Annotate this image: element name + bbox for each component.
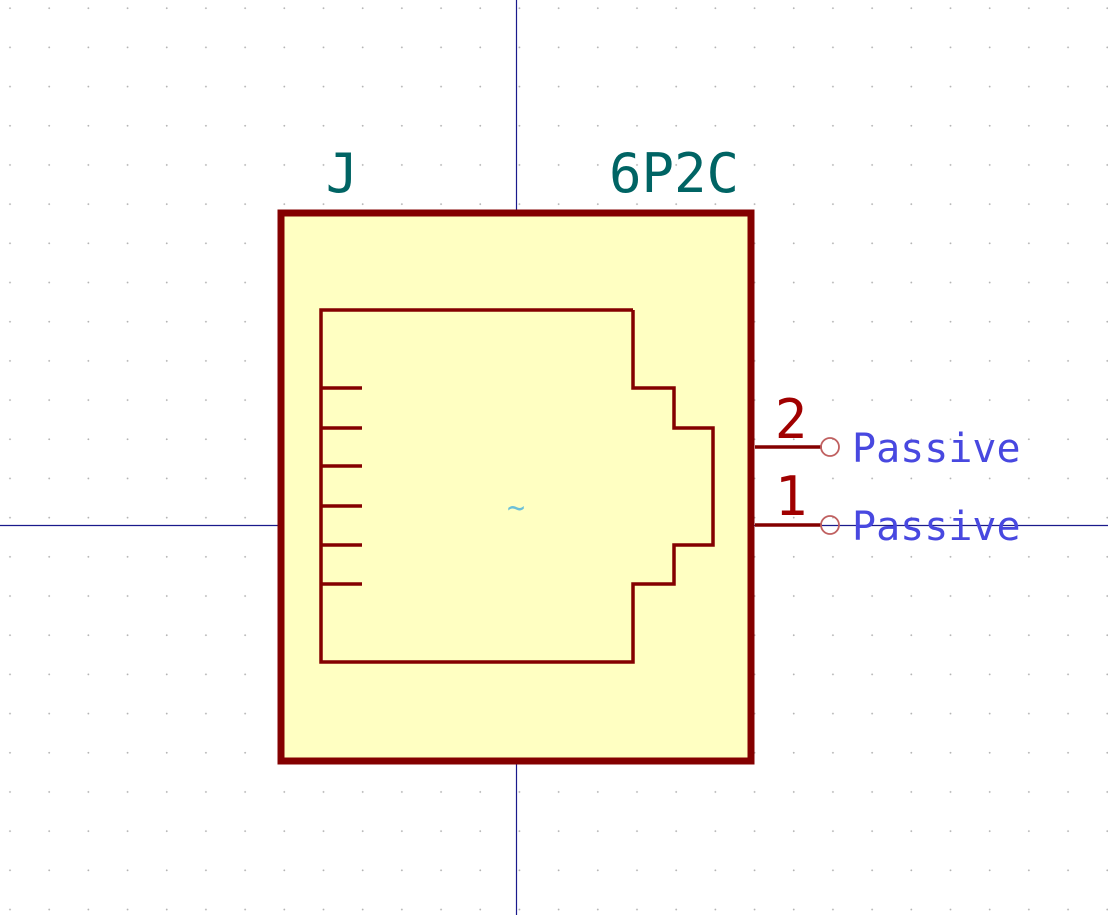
jack-contacts xyxy=(321,386,362,586)
pin-1[interactable]: 1 Passive xyxy=(755,465,1021,550)
pin-1-end-circle[interactable] xyxy=(820,515,840,535)
pin-2-number: 2 xyxy=(775,388,808,451)
reference-field[interactable]: J xyxy=(326,142,359,205)
pin-2-end-circle[interactable] xyxy=(820,437,840,457)
pin-1-number: 1 xyxy=(775,465,808,528)
jack-outline xyxy=(319,308,715,664)
value-field[interactable]: 6P2C xyxy=(609,142,739,205)
pin-1-type: Passive xyxy=(852,504,1021,550)
center-glyph: ~ xyxy=(507,491,525,526)
pin-2[interactable]: 2 Passive xyxy=(755,388,1021,472)
symbol-body[interactable] xyxy=(277,209,755,765)
pin-2-type: Passive xyxy=(852,426,1021,472)
